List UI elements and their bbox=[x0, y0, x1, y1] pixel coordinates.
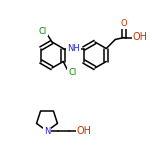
Text: N: N bbox=[44, 126, 50, 135]
Text: NH: NH bbox=[67, 44, 80, 53]
Text: OH: OH bbox=[76, 126, 92, 136]
Text: OH: OH bbox=[133, 33, 148, 43]
Text: Cl: Cl bbox=[68, 68, 76, 77]
Text: O: O bbox=[121, 19, 128, 28]
Text: Cl: Cl bbox=[39, 26, 47, 36]
